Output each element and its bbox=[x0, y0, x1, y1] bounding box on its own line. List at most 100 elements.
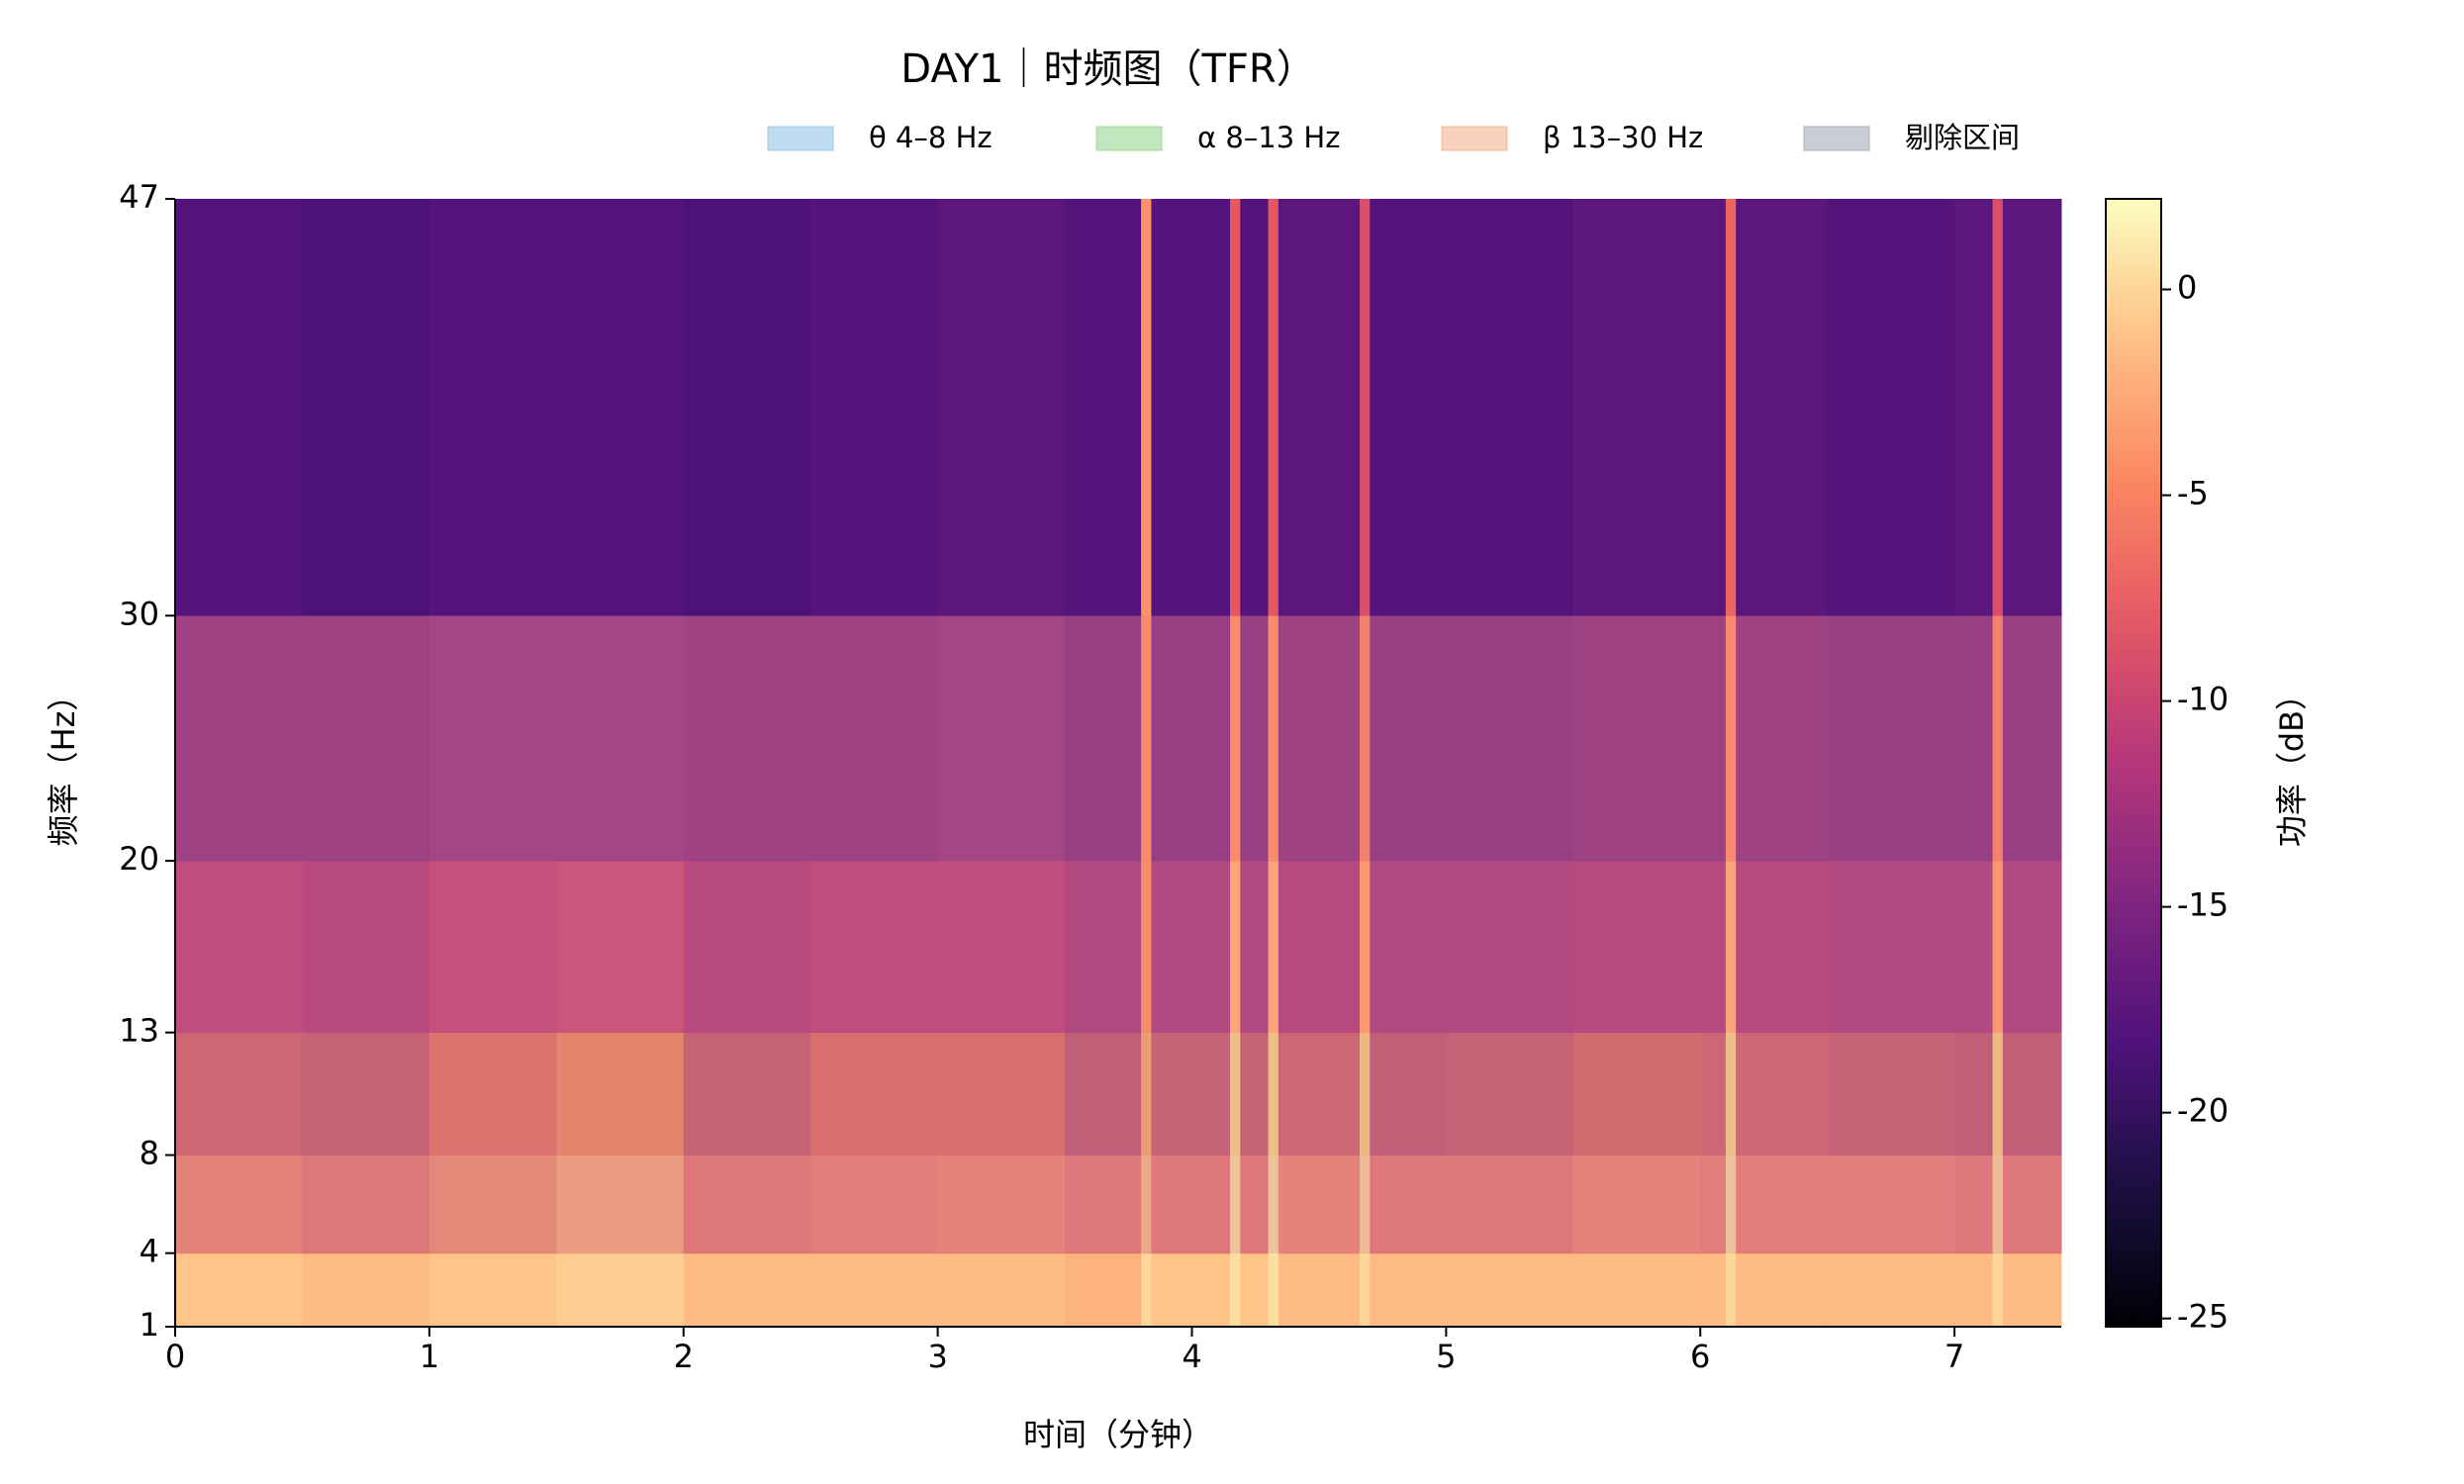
heatmap-cell bbox=[1572, 1155, 1701, 1254]
heatmap-cell bbox=[1151, 615, 1231, 862]
heatmap-cell bbox=[302, 1032, 430, 1157]
heatmap-cell bbox=[1827, 1252, 1955, 1328]
heatmap-cell bbox=[1725, 1032, 1737, 1157]
y-tick-label: 47 bbox=[119, 178, 159, 216]
heatmap-cell bbox=[1240, 1252, 1270, 1328]
heatmap-cell bbox=[1278, 199, 1361, 616]
heatmap-cell bbox=[2002, 1032, 2062, 1157]
heatmap-cell bbox=[683, 1155, 811, 1254]
heatmap-cell bbox=[937, 861, 1066, 1034]
heatmap-cell bbox=[2002, 615, 2062, 862]
heatmap-cell bbox=[302, 199, 430, 616]
heatmap-cell bbox=[1446, 861, 1574, 1034]
heatmap-cell bbox=[810, 861, 939, 1034]
heatmap-cell bbox=[175, 1032, 303, 1157]
heatmap-cell bbox=[1827, 615, 1955, 862]
x-tick-label: 6 bbox=[1690, 1338, 1710, 1375]
heatmap-cell bbox=[1360, 615, 1371, 862]
x-tick-label: 1 bbox=[420, 1338, 439, 1375]
heatmap-cell bbox=[1446, 1155, 1574, 1254]
x-tick-label: 5 bbox=[1436, 1338, 1456, 1375]
colorbar-tick-label: -20 bbox=[2177, 1092, 2228, 1130]
heatmap-cell bbox=[1065, 199, 1142, 616]
heatmap-cell bbox=[556, 199, 685, 616]
heatmap-cell bbox=[1736, 1252, 1829, 1328]
colorbar-tick-label: -15 bbox=[2177, 886, 2228, 924]
heatmap-cell bbox=[2002, 861, 2062, 1034]
heatmap-cell bbox=[556, 861, 685, 1034]
heatmap-cell bbox=[1065, 861, 1142, 1034]
heatmap-cell bbox=[1278, 1155, 1361, 1254]
heatmap-cell bbox=[2002, 199, 2062, 616]
legend-label: θ 4–8 Hz bbox=[869, 121, 993, 154]
heatmap-cell bbox=[1268, 615, 1279, 862]
heatmap-cell bbox=[1992, 861, 2004, 1034]
heatmap-cell bbox=[1141, 1032, 1152, 1157]
heatmap-cell bbox=[1725, 1252, 1737, 1328]
heatmap-cell bbox=[810, 1032, 939, 1157]
heatmap-cell bbox=[428, 1252, 557, 1328]
heatmap-cell bbox=[1370, 1032, 1447, 1157]
heatmap-cell bbox=[1278, 615, 1361, 862]
heatmap-cell bbox=[1065, 615, 1142, 862]
heatmap-cell bbox=[1151, 199, 1231, 616]
heatmap-cell bbox=[1240, 615, 1270, 862]
heatmap-cell bbox=[1992, 1155, 2004, 1254]
heatmap-cell bbox=[1230, 861, 1241, 1034]
heatmap-cell bbox=[2002, 1155, 2062, 1254]
heatmap-cell bbox=[1141, 199, 1152, 616]
heatmap-cell bbox=[175, 199, 303, 616]
colorbar-tick-label: -5 bbox=[2177, 475, 2209, 512]
heatmap-cell bbox=[556, 1155, 685, 1254]
heatmap-cell bbox=[1151, 1155, 1231, 1254]
y-axis-label: 频率（Hz） bbox=[45, 680, 82, 847]
heatmap-cell bbox=[1141, 861, 1152, 1034]
heatmap-cell bbox=[810, 615, 939, 862]
legend-swatch bbox=[1441, 126, 1508, 151]
heatmap-cell bbox=[1700, 861, 1727, 1034]
heatmap-cell bbox=[1700, 1032, 1727, 1157]
heatmap-cell bbox=[175, 861, 303, 1034]
heatmap-cell bbox=[1725, 615, 1737, 862]
y-tick-label: 20 bbox=[119, 840, 159, 878]
heatmap-cell bbox=[1736, 1032, 1829, 1157]
y-tick-label: 13 bbox=[119, 1012, 159, 1050]
heatmap-cell bbox=[1827, 199, 1955, 616]
heatmap-cell bbox=[1954, 199, 1994, 616]
heatmap-cell bbox=[302, 861, 430, 1034]
heatmap-cell bbox=[937, 615, 1066, 862]
heatmap-cell bbox=[1370, 615, 1447, 862]
heatmap-cell bbox=[1700, 199, 1727, 616]
heatmap-cell bbox=[1240, 1032, 1270, 1157]
y-tick-label: 4 bbox=[140, 1233, 159, 1270]
heatmap-cell bbox=[1141, 1155, 1152, 1254]
heatmap-cell bbox=[1141, 1252, 1152, 1328]
y-tick-label: 30 bbox=[119, 595, 159, 632]
heatmap-cell bbox=[1725, 861, 1737, 1034]
heatmap-cell bbox=[1151, 1032, 1231, 1157]
heatmap-cell bbox=[428, 861, 557, 1034]
band-shade bbox=[175, 615, 2061, 1033]
heatmap bbox=[175, 199, 2062, 1328]
heatmap-cell bbox=[428, 1155, 557, 1254]
heatmap-cell bbox=[1736, 861, 1829, 1034]
heatmap-cell bbox=[556, 615, 685, 862]
heatmap-cell bbox=[1827, 861, 1955, 1034]
heatmap-cell bbox=[428, 1032, 557, 1157]
heatmap-cell bbox=[1278, 1032, 1361, 1157]
heatmap-cell bbox=[1360, 1155, 1371, 1254]
heatmap-cell bbox=[1360, 1252, 1371, 1328]
heatmap-cell bbox=[683, 1252, 811, 1328]
colorbar-label: 功率（dB） bbox=[2273, 679, 2311, 847]
heatmap-cell bbox=[1700, 615, 1727, 862]
legend-swatch bbox=[1803, 126, 1870, 151]
heatmap-cell bbox=[1268, 861, 1279, 1034]
heatmap-cell bbox=[1446, 199, 1574, 616]
x-tick-label: 2 bbox=[674, 1338, 694, 1375]
heatmap-cell bbox=[1151, 861, 1231, 1034]
heatmap-cell bbox=[1370, 861, 1447, 1034]
heatmap-cell bbox=[810, 199, 939, 616]
heatmap-cell bbox=[1230, 1032, 1241, 1157]
heatmap-cell bbox=[175, 1155, 303, 1254]
